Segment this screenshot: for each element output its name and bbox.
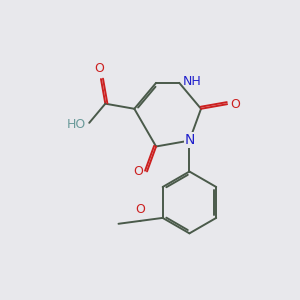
- Text: O: O: [94, 62, 104, 76]
- Text: NH: NH: [183, 75, 202, 88]
- Text: O: O: [134, 165, 143, 178]
- Text: HO: HO: [67, 118, 86, 131]
- Text: O: O: [231, 98, 241, 111]
- Text: O: O: [136, 203, 146, 216]
- Text: N: N: [184, 133, 195, 147]
